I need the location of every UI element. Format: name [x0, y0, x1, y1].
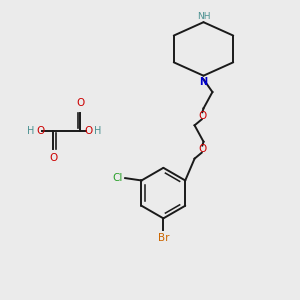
Text: O: O [84, 126, 93, 136]
Text: H: H [94, 126, 101, 136]
Text: N: N [200, 77, 208, 87]
Text: O: O [198, 144, 206, 154]
Text: NH: NH [197, 12, 210, 21]
Text: Cl: Cl [112, 173, 123, 183]
Text: O: O [49, 153, 58, 163]
Text: O: O [36, 126, 44, 136]
Text: O: O [76, 98, 84, 108]
Text: H: H [27, 126, 35, 136]
Text: O: O [198, 111, 206, 121]
Text: Br: Br [158, 232, 169, 243]
